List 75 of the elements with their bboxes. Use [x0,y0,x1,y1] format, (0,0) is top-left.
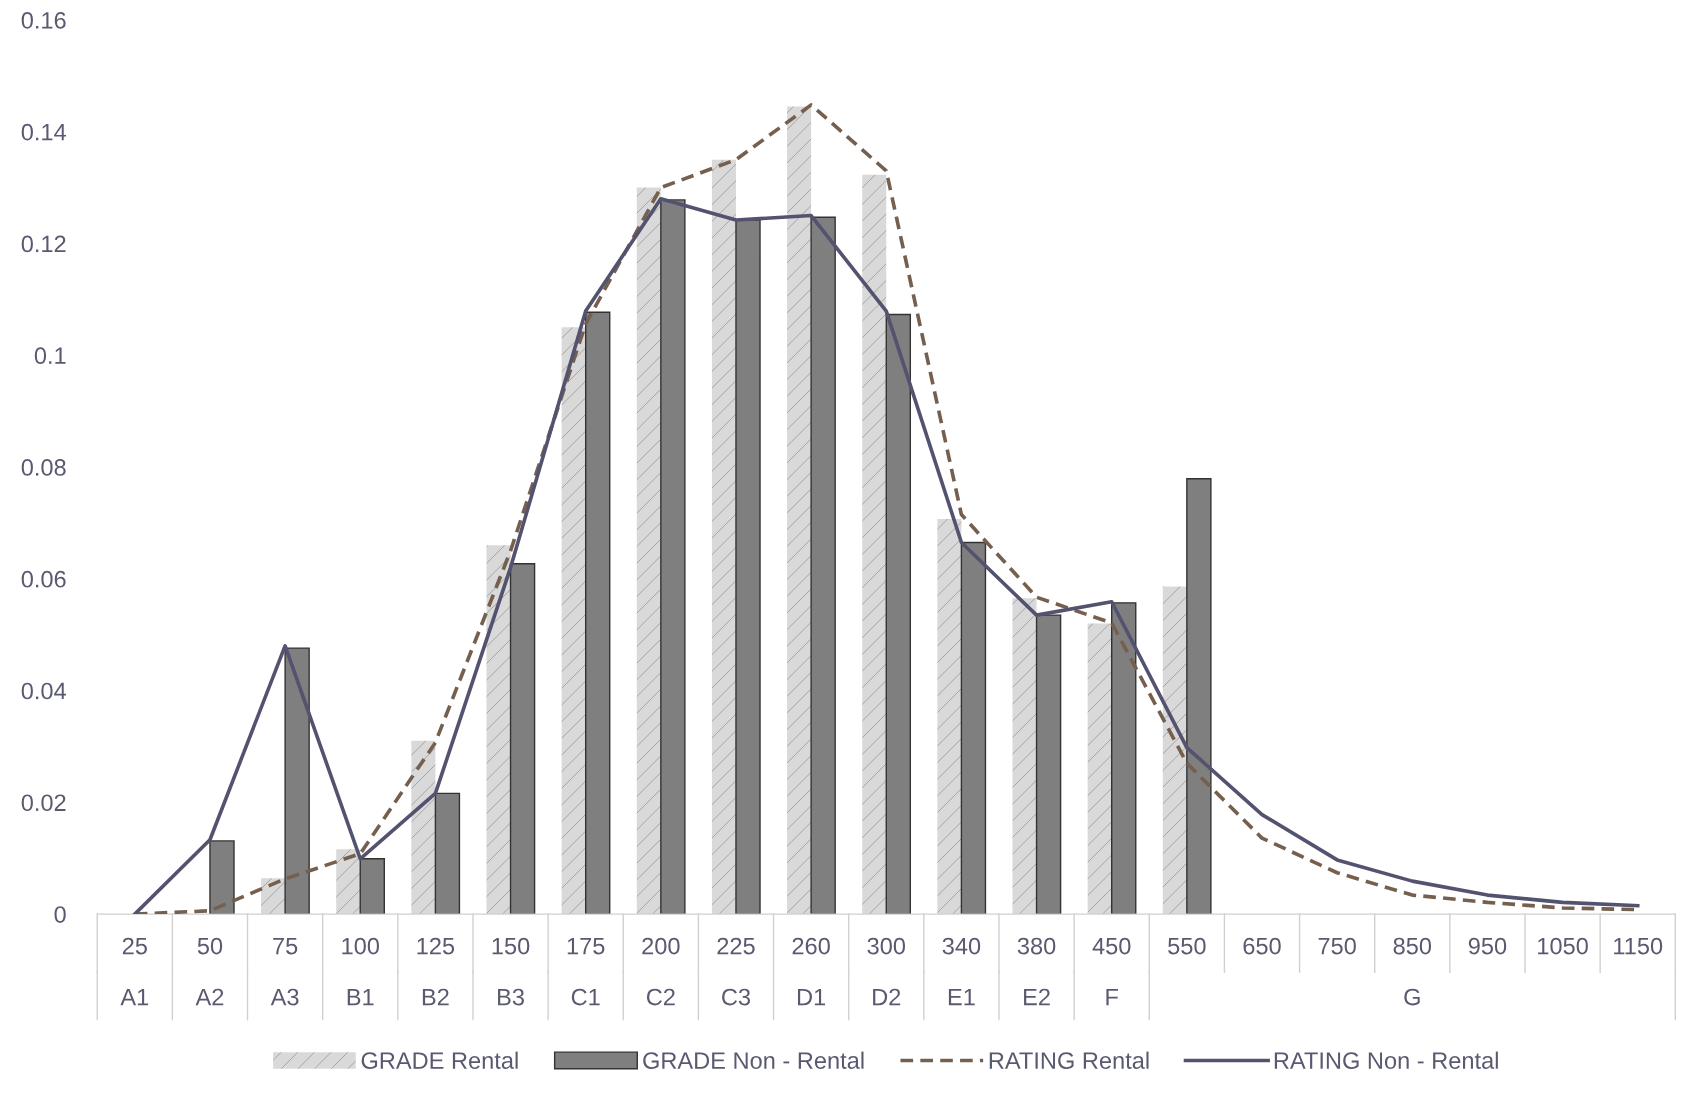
bar [937,518,962,915]
x-tick-label: 25 [122,937,147,955]
bar [1087,623,1112,915]
text: B2 [422,988,449,1006]
bar [885,313,912,915]
bar [636,187,661,915]
bar [1035,614,1062,915]
text: F [1106,988,1118,1006]
text: B3 [498,988,524,1006]
x-tick-label: 200 [642,937,680,955]
x-tick-label: 225 [717,937,755,955]
x-tick-label: 175 [567,937,605,955]
text: G [1404,988,1420,1006]
x-tick-label: 150 [492,937,530,955]
bar [284,647,310,915]
legend-label: RATING Rental [989,1051,1149,1069]
y-tick-label: 0.04 [21,682,66,700]
y-tick-label: 0.1 [34,347,66,365]
bar [486,545,511,915]
x-tick-label: 850 [1393,937,1432,955]
y-tick-label: 0.14 [21,123,66,141]
legend-label: GRADE Rental [361,1051,518,1069]
y-tick-label: 0.02 [21,794,66,812]
text: E1 [948,988,975,1006]
y-tick-label: 0.08 [21,459,66,476]
text: A3 [270,988,299,1006]
bar [660,199,686,915]
legend-label: RATING Non - Rental [1274,1051,1498,1069]
x-tick-label: 1150 [1614,937,1663,955]
y-tick-label: 0.12 [21,235,66,253]
y-tick-label: 0.16 [21,12,66,29]
bar [1111,602,1137,915]
x-tick-label: 100 [342,937,380,955]
x-tick-label: 380 [1017,937,1056,955]
bar [862,174,887,915]
x-tick-label: 340 [942,937,981,955]
bar [735,219,761,915]
bar [711,159,736,915]
x-tick-label: 950 [1468,937,1507,955]
bar [209,840,235,915]
text: C1 [571,988,600,1006]
x-tick-label: 50 [197,937,223,955]
bar [1162,586,1187,915]
x-tick-label: 260 [792,937,830,955]
bar [584,311,611,915]
bar [509,563,536,915]
text: D2 [873,988,901,1006]
bar [411,740,436,915]
bar [1186,478,1212,915]
x-tick-label: 75 [273,937,298,955]
y-tick-label: 0 [54,906,66,923]
x-tick-label: 550 [1168,937,1206,955]
bar [1012,598,1037,915]
text: E2 [1024,988,1050,1006]
x-tick-label: 125 [417,937,455,955]
text: C3 [722,988,751,1006]
legend-label: GRADE Non - Rental [643,1051,864,1069]
x-tick-label: 300 [867,937,906,955]
bar [810,216,836,915]
x-tick-label: 750 [1318,937,1356,955]
text: B1 [347,988,374,1006]
bar [561,327,586,915]
bar [960,541,987,915]
y-tick-label: 0.06 [21,570,66,588]
x-tick-label: 650 [1243,937,1281,955]
x-tick-label: 1050 [1538,937,1588,955]
bar [787,106,812,915]
text: A1 [120,988,149,1006]
x-tick-label: 450 [1092,937,1131,955]
text: D1 [797,988,826,1006]
bar [359,858,385,915]
text: A2 [195,988,224,1006]
text: C2 [646,988,675,1006]
bar [434,792,461,915]
bar [336,849,361,915]
